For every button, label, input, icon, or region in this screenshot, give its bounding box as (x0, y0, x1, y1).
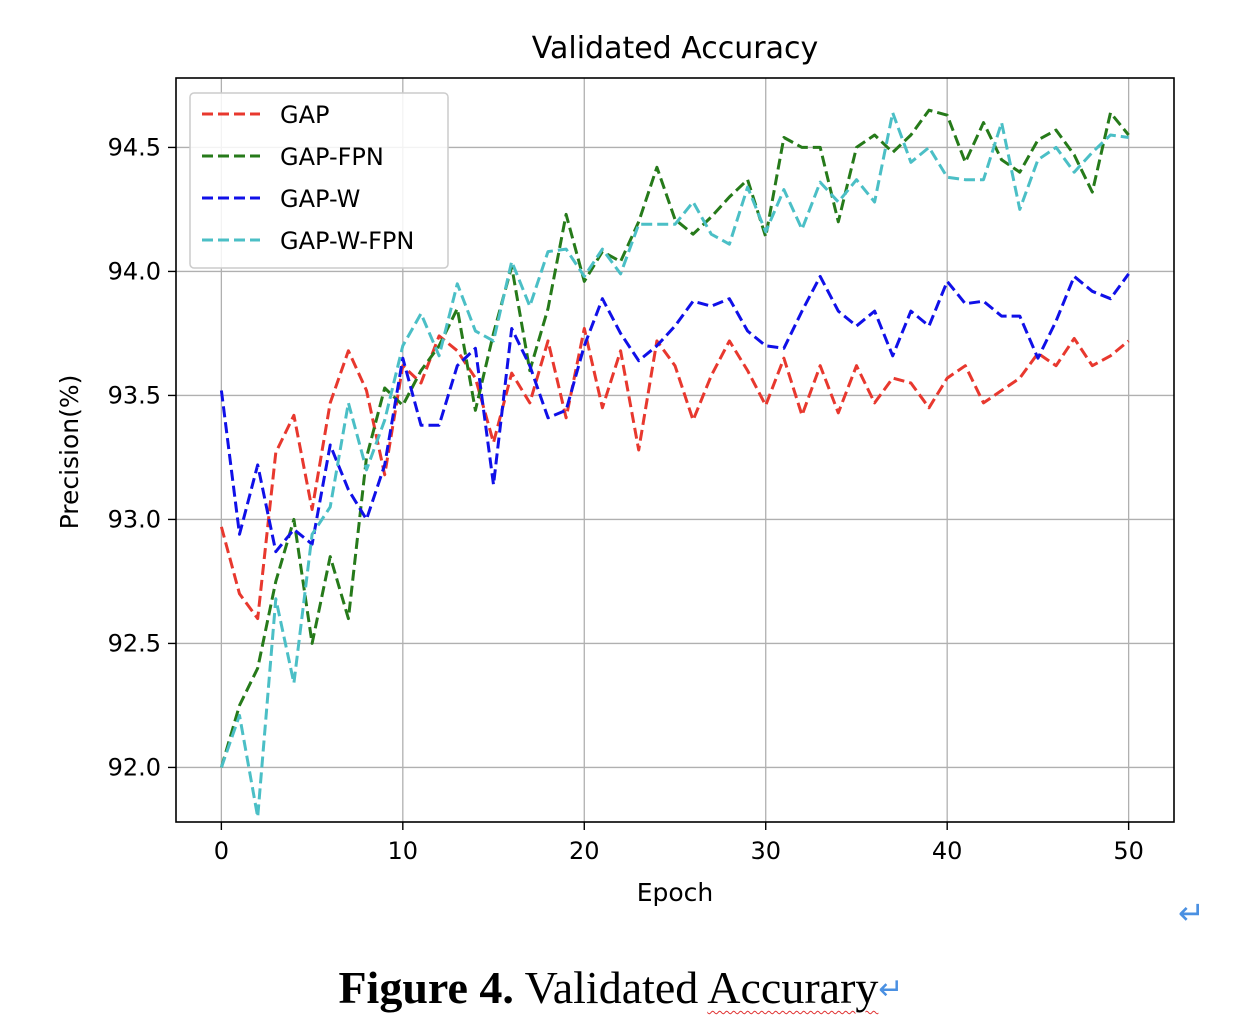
y-tick-label: 94.5 (108, 133, 161, 161)
x-tick-label: 40 (932, 837, 963, 865)
series-line-gap-w (219, 273, 1130, 554)
legend-label: GAP-W (280, 185, 360, 213)
accuracy-chart: Validated Accuracy 0 10 20 30 40 50 92.0 92.5 93… (55, 31, 1175, 907)
x-axis-label: Epoch (637, 878, 714, 907)
x-tick-label: 50 (1113, 837, 1144, 865)
y-axis-label: Precision(%) (55, 375, 84, 530)
x-tick-label: 20 (569, 837, 600, 865)
caption-flagged-word: Accurary (707, 962, 879, 1013)
series-line-gap (219, 327, 1130, 621)
legend-label: GAP (280, 101, 330, 129)
y-tick-label: 92.5 (108, 629, 161, 657)
x-tick-label: 10 (388, 837, 419, 865)
x-tick-label: 0 (214, 837, 229, 865)
series-lines (219, 108, 1130, 819)
y-tick-label: 93.0 (108, 505, 161, 533)
legend-label: GAP-FPN (280, 143, 384, 171)
y-tick-label: 94.0 (108, 257, 161, 285)
paragraph-return-icon: ↵ (1178, 894, 1205, 932)
y-tick-label: 93.5 (108, 381, 161, 409)
plot-area-frame (175, 77, 1175, 823)
legend-box (189, 92, 449, 269)
series-line-gap-fpn (219, 108, 1130, 768)
axis-ticks: 0 10 20 30 40 50 92.0 92.5 93.0 93.5 94.0 94.5 (108, 133, 1144, 865)
y-tick-label: 92.0 (108, 753, 161, 781)
series-line-gap-w-fpn (219, 111, 1129, 819)
caption-return-icon: ↵ (878, 972, 904, 1007)
legend-label: GAP-W-FPN (280, 227, 414, 255)
legend: GAP GAP-FPN GAP-W GAP-W-FPN (189, 92, 449, 269)
x-tick-label: 30 (750, 837, 781, 865)
chart-title: Validated Accuracy (532, 31, 818, 66)
figure-label: Figure 4. (338, 962, 514, 1013)
caption-text: Validated (524, 962, 699, 1013)
figure-caption: Figure 4. Validated Accurary↵ (0, 958, 1242, 1018)
